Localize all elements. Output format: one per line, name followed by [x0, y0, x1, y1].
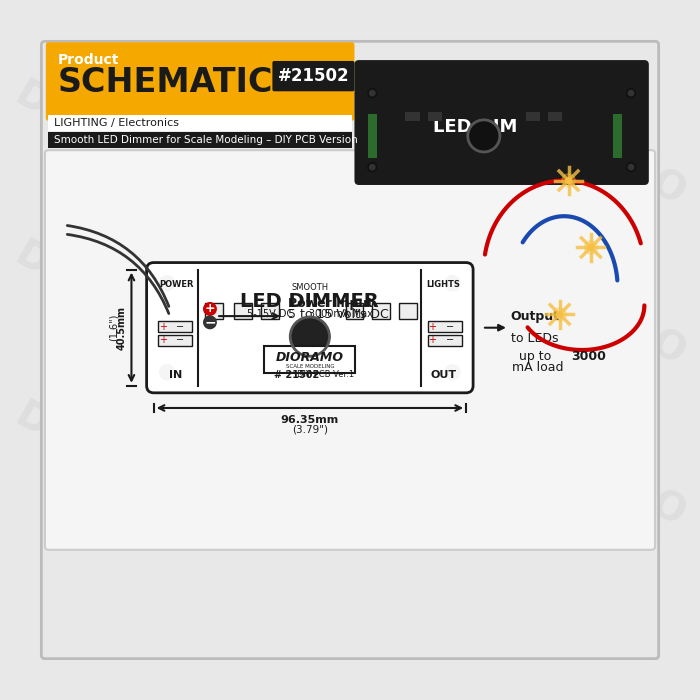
Text: Smooth LED Dimmer for Scale Modeling – DIY PCB Version: Smooth LED Dimmer for Scale Modeling – D… — [54, 135, 358, 146]
Circle shape — [629, 164, 634, 170]
Text: #21502: #21502 — [278, 67, 349, 85]
Circle shape — [468, 120, 500, 152]
Text: Output: Output — [510, 310, 559, 323]
Text: DIORAMO: DIORAMO — [276, 351, 344, 363]
Text: DIORAMO: DIORAMO — [8, 76, 210, 214]
Text: 3000: 3000 — [571, 350, 606, 363]
Circle shape — [588, 245, 594, 250]
Bar — [48, 132, 352, 148]
Text: 5 to 15 Volts DC: 5 to 15 Volts DC — [288, 309, 389, 321]
Text: DIORAMO: DIORAMO — [490, 76, 692, 214]
Text: −: − — [176, 335, 185, 345]
Circle shape — [370, 90, 375, 96]
Text: OUT: OUT — [430, 370, 456, 380]
Circle shape — [626, 162, 636, 172]
Text: DIORAMO: DIORAMO — [490, 397, 692, 536]
Text: POWER: POWER — [159, 281, 193, 289]
Circle shape — [626, 89, 636, 97]
Text: +: + — [204, 302, 216, 316]
Text: to LEDs: to LEDs — [510, 332, 558, 345]
Bar — [234, 302, 252, 318]
Circle shape — [445, 276, 460, 290]
Text: DIORAMO: DIORAMO — [329, 397, 531, 536]
Text: −: − — [446, 335, 454, 345]
Text: +: + — [428, 335, 436, 345]
FancyBboxPatch shape — [146, 262, 473, 393]
Text: Power Input: Power Input — [288, 297, 372, 310]
Circle shape — [204, 316, 216, 328]
Circle shape — [368, 162, 377, 172]
Bar — [261, 302, 279, 318]
Bar — [206, 302, 223, 318]
Circle shape — [160, 365, 174, 379]
Text: DIORAMO: DIORAMO — [169, 236, 371, 374]
Text: 40.5mm: 40.5mm — [117, 306, 127, 350]
Text: SMOOTH: SMOOTH — [291, 283, 328, 292]
Text: −: − — [176, 322, 185, 332]
Bar — [368, 113, 377, 158]
Text: DIORAMO: DIORAMO — [169, 397, 371, 536]
Text: LED DIM: LED DIM — [433, 118, 517, 136]
Text: DIY PCB Ver.1: DIY PCB Ver.1 — [298, 370, 354, 379]
Bar — [346, 302, 363, 318]
Text: −: − — [446, 322, 454, 332]
Circle shape — [629, 90, 634, 96]
Bar — [428, 335, 461, 346]
Text: (3.79"): (3.79") — [292, 424, 328, 434]
Text: DIORAMO: DIORAMO — [8, 397, 210, 536]
Bar — [613, 113, 622, 158]
Text: SCALE MODELING: SCALE MODELING — [286, 363, 334, 369]
Text: 5-15V DC     3000mA Max: 5-15V DC 3000mA Max — [247, 309, 373, 319]
Text: (1.6"): (1.6") — [109, 314, 119, 342]
Text: DIORAMO: DIORAMO — [329, 236, 531, 374]
Text: SCHEMATIC: SCHEMATIC — [57, 66, 273, 99]
Text: DIORAMO: DIORAMO — [329, 76, 531, 214]
FancyBboxPatch shape — [45, 150, 655, 550]
FancyBboxPatch shape — [41, 41, 659, 659]
Circle shape — [557, 312, 562, 317]
Text: +: + — [159, 322, 167, 332]
Text: mA load: mA load — [512, 360, 563, 374]
Circle shape — [160, 276, 174, 290]
Bar — [48, 115, 352, 131]
Text: DIORAMO: DIORAMO — [490, 236, 692, 374]
Text: −: − — [204, 315, 216, 329]
FancyBboxPatch shape — [265, 346, 356, 373]
Bar — [548, 112, 562, 120]
Bar — [158, 335, 192, 346]
Text: +: + — [428, 322, 436, 332]
Bar — [428, 321, 461, 332]
Circle shape — [562, 174, 575, 187]
Circle shape — [553, 307, 566, 321]
Circle shape — [584, 241, 598, 254]
Text: LIGHTING / Electronics: LIGHTING / Electronics — [54, 118, 178, 127]
Circle shape — [368, 89, 377, 97]
Text: DIORAMO: DIORAMO — [169, 76, 371, 214]
Text: LED DIMMER: LED DIMMER — [241, 292, 379, 311]
Circle shape — [370, 164, 375, 170]
Bar — [405, 112, 419, 120]
Text: # 21502: # 21502 — [274, 370, 319, 380]
Text: LIGHTS: LIGHTS — [427, 281, 461, 289]
Circle shape — [566, 178, 571, 183]
Bar — [399, 302, 417, 318]
Circle shape — [204, 302, 216, 315]
Text: IN: IN — [169, 370, 183, 380]
Text: up to: up to — [519, 350, 556, 363]
Bar — [428, 112, 442, 120]
Text: DIORAMO: DIORAMO — [8, 236, 210, 374]
Text: +: + — [159, 335, 167, 345]
FancyBboxPatch shape — [46, 42, 354, 120]
Bar — [158, 321, 192, 332]
FancyBboxPatch shape — [272, 61, 354, 91]
Bar — [526, 112, 540, 120]
Text: Product: Product — [57, 53, 119, 67]
Bar — [372, 302, 390, 318]
Circle shape — [290, 317, 330, 356]
Circle shape — [445, 365, 460, 379]
Text: 96.35mm: 96.35mm — [281, 415, 339, 425]
FancyBboxPatch shape — [354, 60, 649, 185]
